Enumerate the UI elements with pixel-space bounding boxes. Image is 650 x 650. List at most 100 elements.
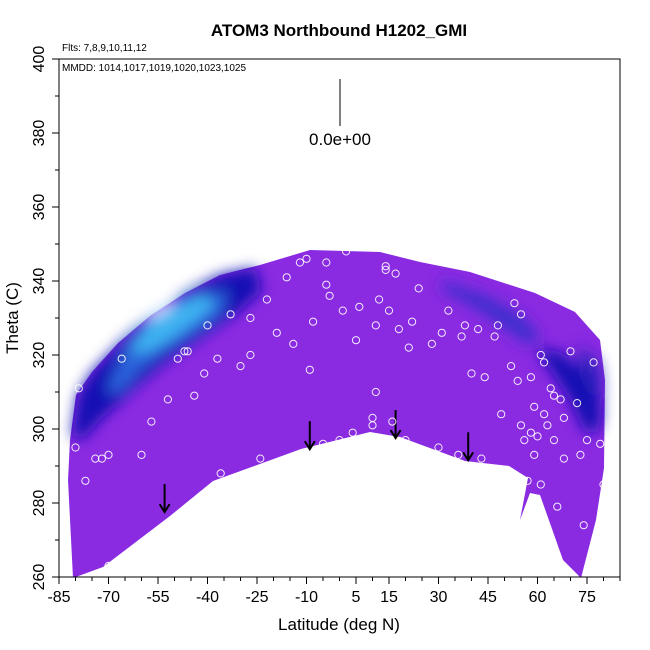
y-tick-label: 340 [31, 268, 48, 295]
data-point [302, 254, 311, 263]
data-point [355, 302, 364, 311]
data-point [371, 321, 380, 330]
data-point [91, 454, 100, 463]
data-point [543, 421, 552, 430]
data-point [576, 450, 585, 459]
data-point [566, 347, 575, 356]
data-point [216, 469, 225, 478]
data-point [318, 439, 328, 448]
data-point [579, 521, 588, 530]
data-point [582, 436, 592, 445]
data-point [500, 476, 509, 485]
data-point [295, 258, 304, 267]
data-point [117, 354, 126, 363]
data-point [375, 295, 384, 304]
tropopause-arrow [462, 432, 475, 463]
data-point [408, 317, 417, 326]
data-point [236, 473, 245, 482]
data-point [74, 384, 83, 393]
legend-label: 0.0e+00 [309, 130, 371, 149]
data-point [371, 387, 380, 397]
y-axis: 260 280 300 320 340 360 380 400 [31, 46, 59, 591]
x-tick-label: 75 [578, 589, 596, 606]
data-point [536, 480, 545, 489]
data-point [477, 454, 486, 463]
data-point [460, 321, 469, 330]
data-point [474, 325, 483, 334]
data-point [325, 291, 334, 300]
south-very-light-region [142, 300, 175, 318]
data-point [381, 265, 390, 274]
data-point [137, 450, 146, 459]
tropopause-arrow [389, 410, 402, 440]
data-point [523, 476, 532, 485]
tropopause-arrow [303, 421, 316, 452]
data-point [246, 350, 255, 360]
x-tick-label: 5 [352, 589, 361, 606]
data-point [540, 410, 549, 419]
data-point [348, 428, 357, 437]
y-tick-label: 320 [31, 342, 48, 369]
data-point [183, 347, 192, 356]
data-point [200, 369, 209, 378]
data-point [559, 454, 569, 463]
x-axis-label: Latitude (deg N) [278, 615, 400, 634]
data-point [226, 310, 235, 319]
data-point [520, 436, 529, 445]
x-tick-label: 30 [430, 589, 448, 606]
x-tick-label: 15 [380, 589, 398, 606]
north-mid-blue-region [440, 280, 540, 345]
data-point [526, 373, 536, 382]
x-axis: -85 -70 -55 -40 -25 -10 5 15 30 45 60 75 [47, 577, 621, 606]
arrows-layer [158, 410, 475, 514]
data-point [322, 258, 331, 267]
data-point [589, 358, 598, 367]
data-point [480, 373, 489, 382]
data-point [272, 328, 281, 337]
y-tick-label: 260 [31, 564, 48, 591]
data-point [530, 450, 539, 459]
data-point [437, 328, 446, 337]
data-point [490, 332, 499, 341]
data-point [549, 436, 559, 445]
data-point [104, 450, 113, 459]
data-point [434, 443, 443, 452]
data-point [342, 247, 351, 256]
data-point [147, 417, 156, 426]
data-point [444, 306, 453, 315]
data-point [289, 339, 298, 348]
data-point [546, 384, 555, 393]
data-point [236, 362, 245, 371]
data-point [203, 321, 212, 330]
data-point [493, 321, 502, 330]
points-layer [71, 239, 608, 571]
data-point [540, 358, 549, 367]
data-point [510, 299, 519, 308]
tropopause-arrow [158, 484, 171, 514]
north-edge-blue-region [577, 345, 603, 400]
data-point [322, 280, 331, 289]
data-point [180, 347, 189, 356]
data-point [556, 395, 565, 404]
data-point [553, 502, 562, 511]
south-light-blue-region [128, 294, 215, 352]
data-point [368, 413, 377, 422]
data-point [513, 376, 522, 385]
data-point [414, 284, 423, 293]
data-point [404, 343, 413, 352]
data-field [68, 239, 608, 577]
data-point [573, 399, 582, 408]
x-tick-label: -10 [295, 589, 318, 606]
data-point [536, 350, 545, 360]
data-point [104, 561, 113, 571]
data-point [309, 317, 318, 326]
data-point [530, 402, 539, 411]
y-tick-label: 380 [31, 120, 48, 147]
y-tick-label: 400 [31, 46, 48, 73]
data-point [163, 395, 172, 404]
data-point [213, 354, 222, 363]
data-point [516, 310, 526, 319]
x-tick-label: 60 [529, 589, 547, 606]
y-tick-label: 360 [31, 194, 48, 221]
